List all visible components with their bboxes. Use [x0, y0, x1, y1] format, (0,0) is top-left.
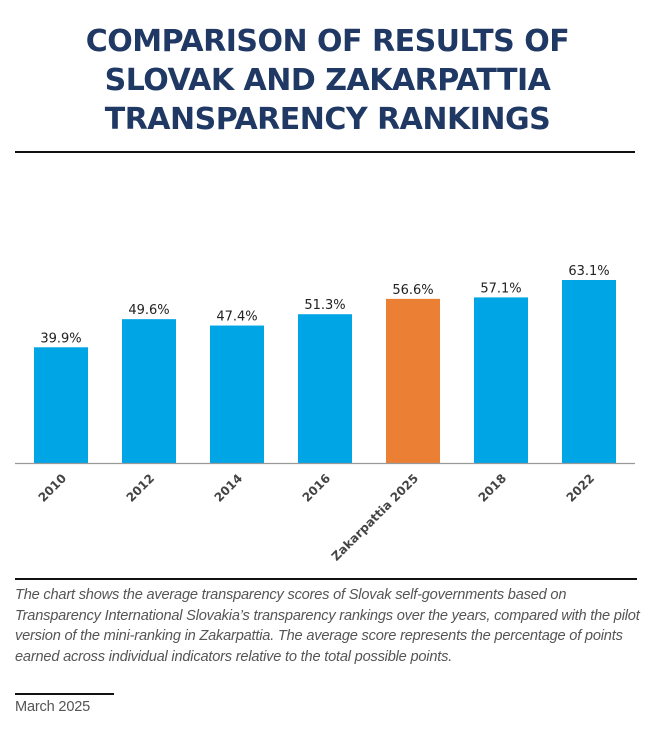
title-line-2: SLOVAK AND ZAKARPATTIA	[104, 63, 551, 98]
category-label: 2016	[300, 471, 334, 505]
bar-2016	[298, 314, 352, 463]
value-label: 39.9%	[40, 331, 81, 346]
category-label: 2018	[476, 471, 510, 505]
date-divider	[15, 693, 114, 695]
category-label: 2022	[564, 471, 598, 505]
note-divider	[15, 578, 637, 580]
bar-zakarpattia-2025	[386, 298, 440, 463]
value-label: 49.6%	[128, 303, 169, 318]
value-label: 56.6%	[392, 283, 433, 298]
value-label: 51.3%	[304, 298, 345, 313]
category-label: 2014	[212, 471, 246, 505]
category-label: Zakarpattia 2025	[329, 471, 421, 563]
bar-2012	[122, 319, 176, 463]
value-label: 57.1%	[480, 281, 521, 296]
bar-chart: 39.9% 2010 49.6% 2012 47.4% 2014 51.3% 2016 56.6…	[15, 264, 635, 564]
value-label: 47.4%	[216, 310, 257, 325]
bar-2014	[210, 325, 264, 463]
publication-date: March 2025	[15, 699, 91, 715]
chart-title: COMPARISON OF RESULTS OF SLOVAK AND ZAKA…	[0, 22, 655, 139]
category-label: 2010	[36, 471, 70, 505]
bar-2018	[474, 297, 528, 463]
bars-group: 39.9% 2010 49.6% 2012 47.4% 2014 51.3% 2016 56.6…	[34, 264, 616, 564]
bar-2010	[34, 347, 88, 463]
chart-note: The chart shows the average transparency…	[15, 587, 640, 665]
title-line-3: TRANSPARENCY RANKINGS	[104, 102, 551, 137]
title-divider	[15, 151, 635, 153]
bar-2022	[562, 280, 616, 463]
title-line-1: COMPARISON OF RESULTS OF	[85, 24, 570, 59]
category-label: 2012	[124, 471, 158, 505]
value-label: 63.1%	[568, 264, 609, 279]
